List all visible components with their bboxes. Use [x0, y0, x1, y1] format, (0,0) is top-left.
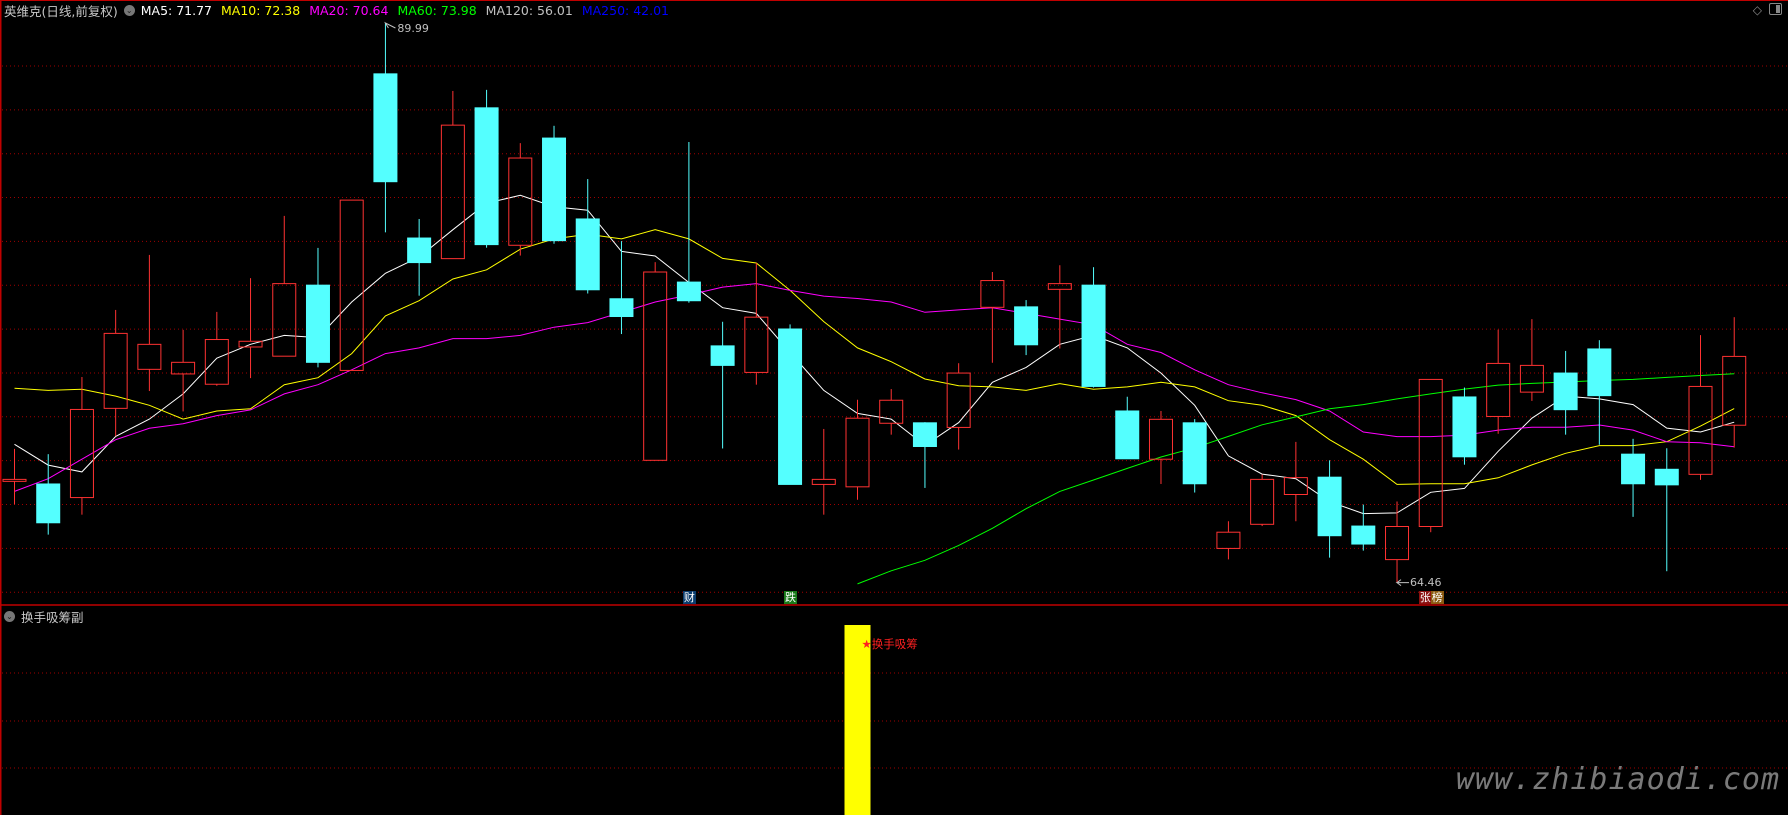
candle-up: [103, 332, 128, 409]
candle-down: [542, 137, 567, 242]
candle-up: [508, 157, 533, 246]
candle-down: [305, 284, 330, 363]
candle-up: [1688, 385, 1713, 475]
candle-down: [1654, 468, 1679, 486]
candle-down: [609, 298, 634, 318]
candle-up: [171, 361, 196, 375]
candle-up: [1216, 531, 1241, 549]
ma-line-ma5: [14, 194, 1735, 515]
candle-up: [1148, 418, 1173, 460]
candle-up: [744, 316, 769, 373]
candle-down: [1081, 284, 1106, 387]
candle-up: [1418, 378, 1443, 528]
ma-line-ma10: [14, 229, 1735, 485]
chart-header: 英维克(日线,前复权) ⌄ MA5: 71.77 MA10: 72.38 MA2…: [4, 2, 678, 19]
stock-title: 英维克(日线,前复权): [4, 3, 118, 19]
low-arrow-icon: [1395, 579, 1410, 587]
candle-up: [1283, 477, 1308, 495]
candle-down: [1317, 476, 1342, 537]
candle-down: [575, 218, 600, 291]
candle-down: [1014, 306, 1039, 346]
candle-up: [1519, 364, 1544, 393]
candle-down: [1351, 525, 1376, 545]
candle-up: [69, 408, 94, 499]
ma-line-ma20: [14, 283, 1735, 492]
candle-up: [1385, 526, 1410, 561]
marker-fall[interactable]: 跌: [784, 591, 798, 604]
chevron-down-icon[interactable]: ⌄: [4, 611, 15, 622]
candle-down: [676, 281, 701, 302]
marker-list-2[interactable]: 榜: [1430, 591, 1444, 604]
low-price-label: 64.46: [1410, 575, 1442, 589]
marker-finance[interactable]: 财: [682, 591, 696, 604]
ma5-label: MA5: 71.77: [140, 2, 212, 18]
top-right-tools: ◇: [1753, 3, 1782, 17]
diamond-icon[interactable]: ◇: [1752, 3, 1762, 17]
candle-down: [373, 73, 398, 183]
panel-toggle-icon[interactable]: [1769, 3, 1782, 15]
candle-up: [272, 283, 297, 357]
indicator-title: 换手吸筹副: [21, 610, 84, 625]
candle-up: [204, 339, 229, 385]
chevron-down-icon[interactable]: ⌄: [123, 4, 135, 16]
candle-up: [980, 280, 1005, 308]
ma120-label: MA120: 56.01: [485, 2, 573, 18]
watermark: www.zhibiaodi.com: [1455, 762, 1780, 797]
candle-up: [1250, 478, 1275, 525]
candle-down: [1182, 422, 1207, 485]
candle-up: [339, 199, 364, 371]
candle-down: [1587, 348, 1612, 397]
candle-up: [845, 417, 870, 488]
candle-up: [643, 271, 668, 461]
ma60-label: MA60: 73.98: [397, 2, 477, 18]
candle-down: [912, 422, 937, 447]
candle-down: [474, 107, 499, 246]
candle-up: [1722, 355, 1747, 426]
candle-down: [710, 345, 735, 366]
ma10-label: MA10: 72.38: [221, 2, 301, 18]
candle-down: [36, 483, 61, 524]
high-price-label: 89.99: [397, 22, 429, 35]
signal-bar: [844, 625, 871, 815]
candle-down: [407, 237, 432, 264]
candle-down: [1115, 410, 1140, 460]
candle-down: [1452, 396, 1477, 458]
candle-up: [946, 372, 971, 428]
high-arrow-icon: [384, 21, 396, 29]
candle-up: [879, 399, 904, 424]
candle-down: [778, 328, 803, 485]
candle-up: [440, 124, 465, 260]
candle-down: [1621, 453, 1646, 485]
marker-list-1[interactable]: 张: [1418, 591, 1432, 604]
candle-up: [1047, 283, 1072, 290]
candle-up: [238, 340, 263, 348]
signal-label: ★换手吸筹: [861, 637, 918, 651]
ma20-label: MA20: 70.64: [309, 2, 389, 18]
candle-up: [2, 478, 27, 482]
candle-down: [1553, 372, 1578, 411]
ma250-label: MA250: 42.01: [581, 2, 669, 18]
candle-up: [1486, 362, 1511, 417]
indicator-header: ⌄ 换手吸筹副: [4, 607, 84, 626]
candle-up: [811, 478, 836, 485]
candle-up: [137, 343, 162, 370]
